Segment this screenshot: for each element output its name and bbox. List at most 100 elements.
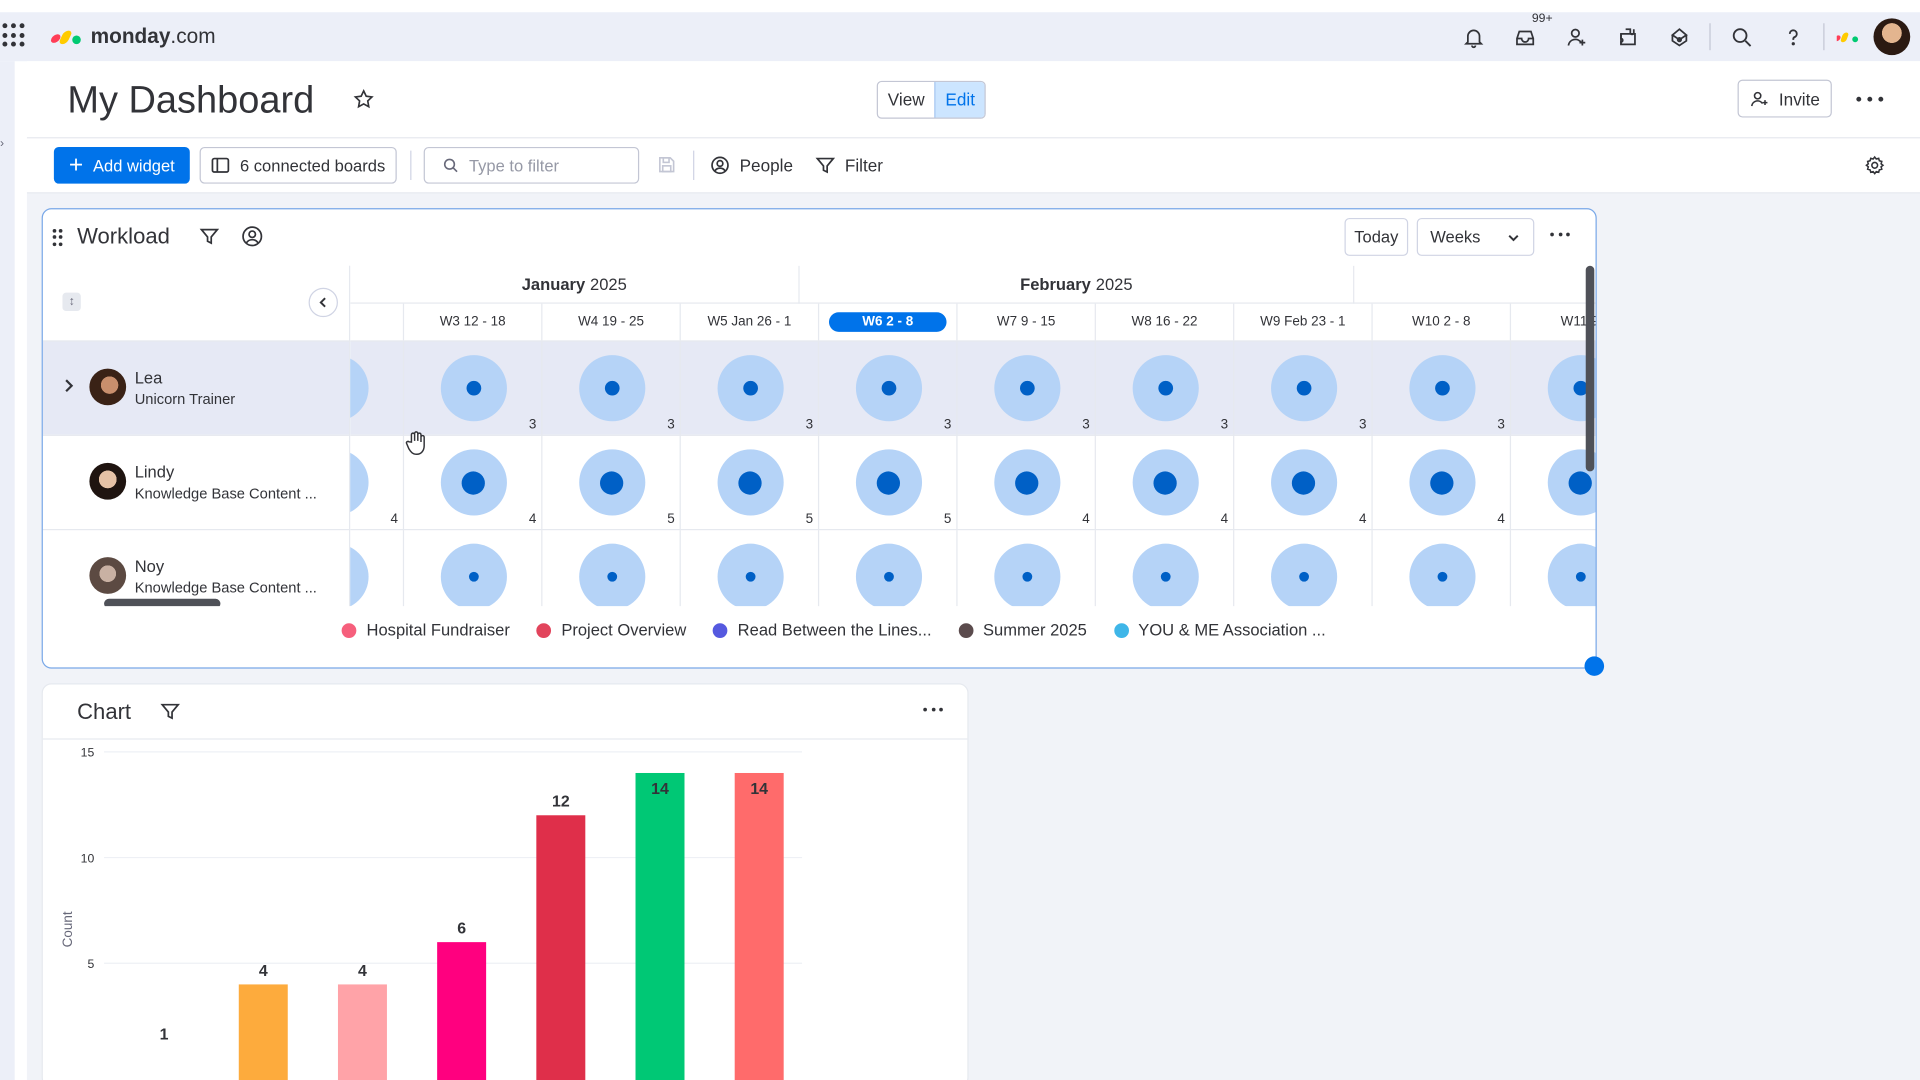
workload-cell[interactable] — [1234, 530, 1373, 607]
range-select[interactable]: Weeks — [1416, 217, 1535, 256]
workload-cell[interactable]: 4 — [1373, 435, 1512, 531]
person-row[interactable]: Lea Unicorn Trainer — [42, 340, 349, 435]
workload-cell[interactable] — [819, 530, 958, 607]
data-label: 14 — [750, 781, 768, 798]
user-avatar[interactable] — [1873, 18, 1911, 56]
apps-grid-icon[interactable] — [2, 23, 26, 47]
workload-cell[interactable] — [350, 341, 405, 436]
save-view-icon[interactable] — [658, 156, 676, 174]
workload-cell[interactable] — [542, 530, 681, 607]
settings-gear-icon[interactable] — [1864, 154, 1886, 176]
divider — [1709, 23, 1711, 51]
workload-cell[interactable] — [958, 530, 1096, 607]
legend-item[interactable]: Hospital Fundraiser — [342, 621, 510, 639]
workload-cell[interactable]: 4 — [404, 435, 543, 531]
connected-boards-button[interactable]: 6 connected boards — [199, 146, 397, 184]
search-icon[interactable] — [1716, 17, 1767, 56]
capacity-bubble — [855, 449, 922, 516]
dashboard-header: My Dashboard View Edit Invite + Add widg… — [26, 61, 1920, 194]
workload-cell[interactable]: 3 — [958, 341, 1096, 436]
add-widget-button[interactable]: + Add widget — [53, 146, 190, 184]
person-row[interactable]: Noy Knowledge Base Content ... — [42, 528, 349, 606]
y-tick-label: 15 — [81, 746, 95, 760]
view-mode-button[interactable]: View — [887, 89, 925, 109]
resize-handle[interactable] — [1584, 656, 1605, 676]
legend-label: Project Overview — [561, 620, 687, 640]
y-tick-label: 10 — [81, 851, 95, 865]
item-count: 3 — [1497, 417, 1505, 433]
workload-title: Workload — [77, 224, 170, 249]
monday-logo-icon — [49, 27, 83, 47]
left-sidebar-collapsed[interactable]: › — [0, 61, 15, 1080]
today-button[interactable]: Today — [1344, 217, 1409, 256]
item-count: 3 — [1082, 417, 1090, 433]
workload-cell[interactable]: 3 — [681, 341, 820, 436]
workload-cell[interactable]: 3 — [1096, 341, 1235, 436]
add-widget-label: Add widget — [92, 156, 175, 175]
more-options-icon[interactable] — [1550, 232, 1570, 240]
workload-cell[interactable] — [404, 530, 543, 607]
workload-cell[interactable]: 4 — [1096, 435, 1235, 531]
month-header-row: January 2025 February 2025 — [350, 265, 1596, 304]
workload-cell[interactable]: 3 — [1234, 341, 1373, 436]
workload-cell[interactable]: 5 — [819, 435, 958, 531]
inbox-icon[interactable]: 99+ — [1499, 12, 1557, 56]
workload-cell[interactable] — [681, 530, 820, 607]
workload-cell[interactable] — [1373, 530, 1512, 607]
account-switcher-icon[interactable] — [1829, 17, 1866, 56]
legend-item[interactable]: Read Between the Lines... — [713, 621, 932, 639]
vertical-scrollbar[interactable] — [1585, 265, 1595, 472]
monday-logo[interactable]: monday.com — [49, 22, 216, 51]
collapse-column-button[interactable] — [308, 287, 338, 318]
legend-item[interactable]: Project Overview — [536, 620, 687, 640]
chevron-down-icon — [1508, 234, 1519, 241]
inbox-badge: 99+ — [1528, 12, 1557, 26]
capacity-bubble — [993, 543, 1060, 607]
workload-cell[interactable]: 4 — [958, 435, 1096, 531]
filter-icon[interactable] — [199, 227, 220, 247]
workload-cell[interactable]: 5 — [681, 435, 820, 531]
legend-item[interactable]: YOU & ME Association ... — [1113, 620, 1326, 640]
invite-button[interactable]: Invite — [1737, 79, 1832, 118]
expand-sidebar-icon[interactable]: › — [0, 137, 5, 151]
help-icon[interactable] — [1767, 17, 1818, 56]
week-header: 11 — [350, 303, 405, 341]
workload-cell[interactable] — [1096, 530, 1235, 607]
person-filter-icon[interactable] — [241, 225, 263, 247]
item-count: 3 — [805, 417, 814, 433]
item-count: 5 — [943, 511, 952, 527]
more-options-icon[interactable] — [923, 707, 943, 715]
capacity-bubble — [993, 355, 1060, 422]
workload-cell[interactable]: 4 — [350, 435, 405, 531]
workload-cell[interactable]: 4 — [1234, 435, 1373, 531]
invite-members-icon[interactable] — [1550, 17, 1601, 56]
edit-mode-button[interactable]: Edit — [934, 82, 985, 118]
search-filter-input[interactable]: Type to filter — [423, 146, 640, 184]
apps-marketplace-icon[interactable] — [1602, 17, 1653, 56]
favorite-star-icon[interactable] — [353, 88, 375, 110]
chevron-right-icon[interactable] — [62, 378, 74, 393]
workload-cell[interactable] — [1511, 436, 1596, 530]
filter-button[interactable]: Filter — [815, 147, 883, 184]
more-options-icon[interactable] — [1856, 86, 1884, 113]
notifications-bell-icon[interactable] — [1447, 17, 1498, 56]
filter-icon[interactable] — [160, 702, 180, 722]
legend-item[interactable]: Summer 2025 — [958, 621, 1087, 639]
week-header: W10 2 - 8 — [1373, 303, 1512, 341]
workload-cell[interactable] — [1511, 530, 1596, 607]
workload-cell[interactable]: 3 — [404, 341, 543, 436]
workload-cell[interactable]: 3 — [1373, 341, 1512, 436]
person-row[interactable]: Lindy Knowledge Base Content ... — [42, 434, 349, 529]
sort-icon[interactable]: ↕ — [62, 292, 81, 312]
horizontal-scrollbar[interactable] — [104, 598, 221, 607]
legend-label: YOU & ME Association ... — [1138, 620, 1326, 640]
people-filter-button[interactable]: People — [710, 147, 793, 184]
workload-cell[interactable] — [1511, 342, 1596, 436]
workload-cell[interactable]: 5 — [542, 435, 681, 531]
workload-cell[interactable]: 3 — [819, 341, 958, 436]
ai-assistant-icon[interactable] — [1653, 17, 1704, 56]
drag-handle-icon[interactable] — [52, 228, 63, 246]
bar — [536, 815, 586, 1080]
workload-cell[interactable] — [350, 530, 405, 607]
workload-cell[interactable]: 3 — [542, 341, 681, 436]
